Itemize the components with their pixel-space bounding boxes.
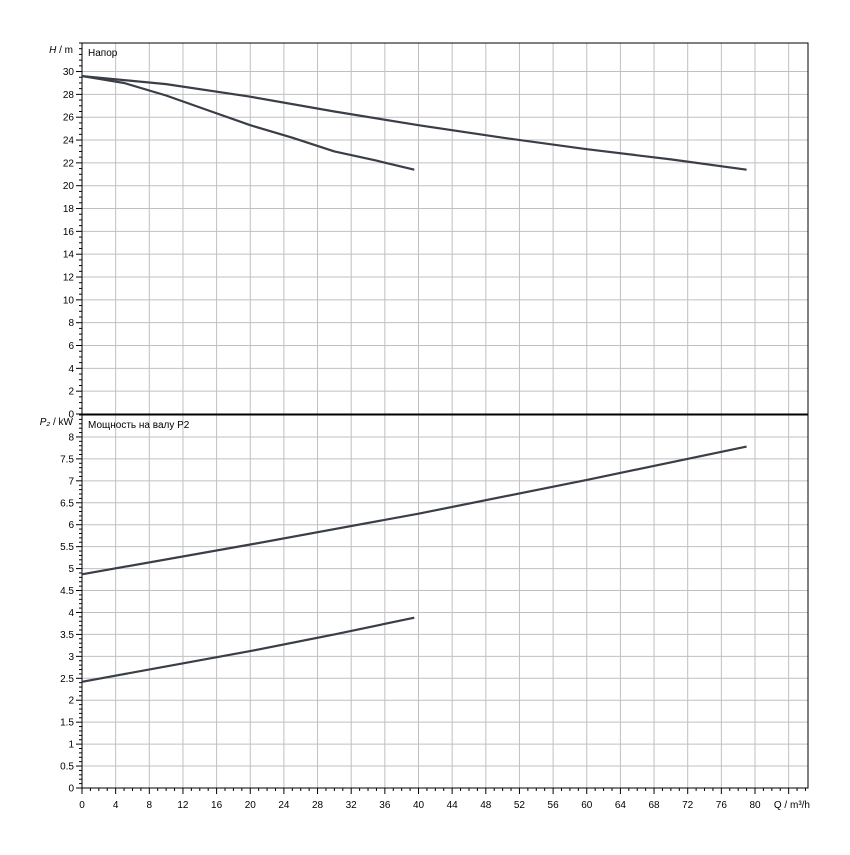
y-tick-label: 24 [63, 136, 75, 147]
y-tick-label: 22 [63, 158, 75, 169]
series-line-1 [81, 75, 747, 171]
y-tick-label: 26 [63, 113, 75, 124]
y-tick-label: 7.5 [60, 454, 74, 465]
y-tick-label: 6.5 [60, 498, 74, 509]
x-tick-label: 36 [379, 800, 391, 811]
x-tick-label: 16 [211, 800, 223, 811]
x-tick-label: 80 [749, 800, 761, 811]
x-tick-label: 64 [615, 800, 627, 811]
x-tick-label: 68 [648, 800, 660, 811]
x-tick-label: 0 [79, 800, 85, 811]
y-tick-label: 4 [68, 608, 74, 619]
series-line-2 [81, 75, 415, 171]
y-tick-label: 10 [63, 295, 75, 306]
plot-frame [81, 42, 809, 415]
x-tick-label: 32 [346, 800, 358, 811]
y-tick-label: 4.5 [60, 586, 74, 597]
x-tick-label: 60 [581, 800, 593, 811]
y-tick-label: 0 [68, 410, 74, 421]
x-tick-label: 4 [113, 800, 119, 811]
panel-title: Мощность на валу P2 [88, 420, 190, 431]
x-axis-label: Q / m³/h [774, 800, 810, 811]
y-tick-label: 2.5 [60, 674, 74, 685]
x-tick-label: 52 [514, 800, 526, 811]
y-tick-label: 20 [63, 181, 75, 192]
y-tick-label: 14 [63, 250, 75, 261]
x-tick-label: 8 [147, 800, 153, 811]
y-tick-label: 8 [68, 318, 74, 329]
y-tick-label: 3.5 [60, 630, 74, 641]
plot-frame [81, 414, 809, 789]
x-tick-label: 56 [548, 800, 560, 811]
y-tick-label: 3 [68, 652, 74, 663]
y-tick-label: 1.5 [60, 718, 74, 729]
series-line-1 [81, 445, 747, 576]
y-tick-label: 2 [68, 387, 74, 398]
y-tick-label: 18 [63, 204, 75, 215]
x-tick-label: 28 [312, 800, 324, 811]
y-tick-label: 2 [68, 696, 74, 707]
y-tick-label: 0 [68, 784, 74, 795]
x-tick-label: 12 [177, 800, 189, 811]
y-tick-label: 12 [63, 273, 75, 284]
x-tick-label: 20 [245, 800, 257, 811]
y-tick-label: 16 [63, 227, 75, 238]
x-tick-label: 24 [278, 800, 290, 811]
y-tick-label: 8 [68, 432, 74, 443]
y-tick-label: 0.5 [60, 762, 74, 773]
panel-title: Напор [88, 48, 118, 59]
y-axis-label: H / m [49, 45, 73, 56]
y-tick-label: 28 [63, 90, 75, 101]
x-tick-label: 72 [682, 800, 694, 811]
y-tick-label: 5.5 [60, 542, 74, 553]
panel-2: 0 0.5 1 1.5 2 2.5 3 3.5 4 4.5 5 5.5 6 6.5 7 7.5 8 P₂ / kW… [40, 414, 810, 811]
y-tick-label: 7 [68, 476, 74, 487]
x-tick-label: 40 [413, 800, 425, 811]
y-tick-label: 4 [68, 364, 74, 375]
y-tick-label: 1 [68, 740, 74, 751]
x-tick-label: 76 [716, 800, 728, 811]
y-axis-label: P₂ / kW [40, 417, 74, 428]
y-tick-label: 6 [68, 520, 74, 531]
series-line-2 [81, 616, 415, 683]
x-tick-label: 44 [447, 800, 459, 811]
y-tick-label: 30 [63, 67, 75, 78]
y-tick-label: 6 [68, 341, 74, 352]
y-tick-label: 5 [68, 564, 74, 575]
x-tick-label: 48 [480, 800, 492, 811]
